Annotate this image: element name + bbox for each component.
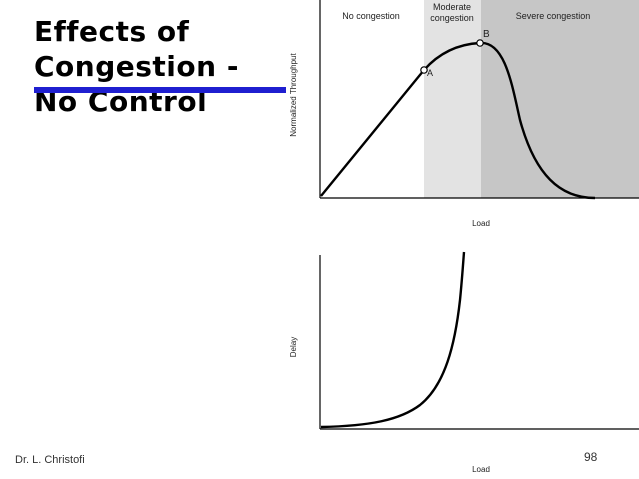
footer-author: Dr. L. Christofi: [15, 454, 85, 466]
delay-chart: Delay Load: [289, 251, 639, 474]
region-label-moderate-line1: Moderate: [433, 2, 471, 12]
region-label-no-congestion: No congestion: [342, 11, 400, 21]
throughput-y-label: Normalized Throughput: [289, 52, 298, 136]
throughput-chart: No congestion Moderate congestion Severe…: [289, 0, 639, 228]
delay-y-label: Delay: [289, 337, 298, 357]
point-b-marker: [476, 39, 484, 47]
region-label-moderate-line2: congestion: [430, 13, 474, 23]
delay-curve: [320, 251, 466, 429]
title-line-1: Effects of: [34, 15, 190, 48]
page-number: 98: [584, 450, 598, 464]
throughput-curve: [320, 41, 596, 200]
delay-x-label: Load: [472, 465, 490, 474]
severe-congestion-region: [481, 0, 639, 198]
title-line-2: Congestion -: [34, 50, 239, 83]
region-label-severe-congestion: Severe congestion: [516, 11, 591, 21]
point-a-marker: [420, 66, 428, 74]
point-b-label: B: [483, 29, 490, 40]
point-a-label: A: [427, 68, 433, 78]
title-underline: [34, 87, 286, 93]
moderate-congestion-region: [424, 0, 481, 198]
throughput-x-label: Load: [472, 219, 490, 228]
